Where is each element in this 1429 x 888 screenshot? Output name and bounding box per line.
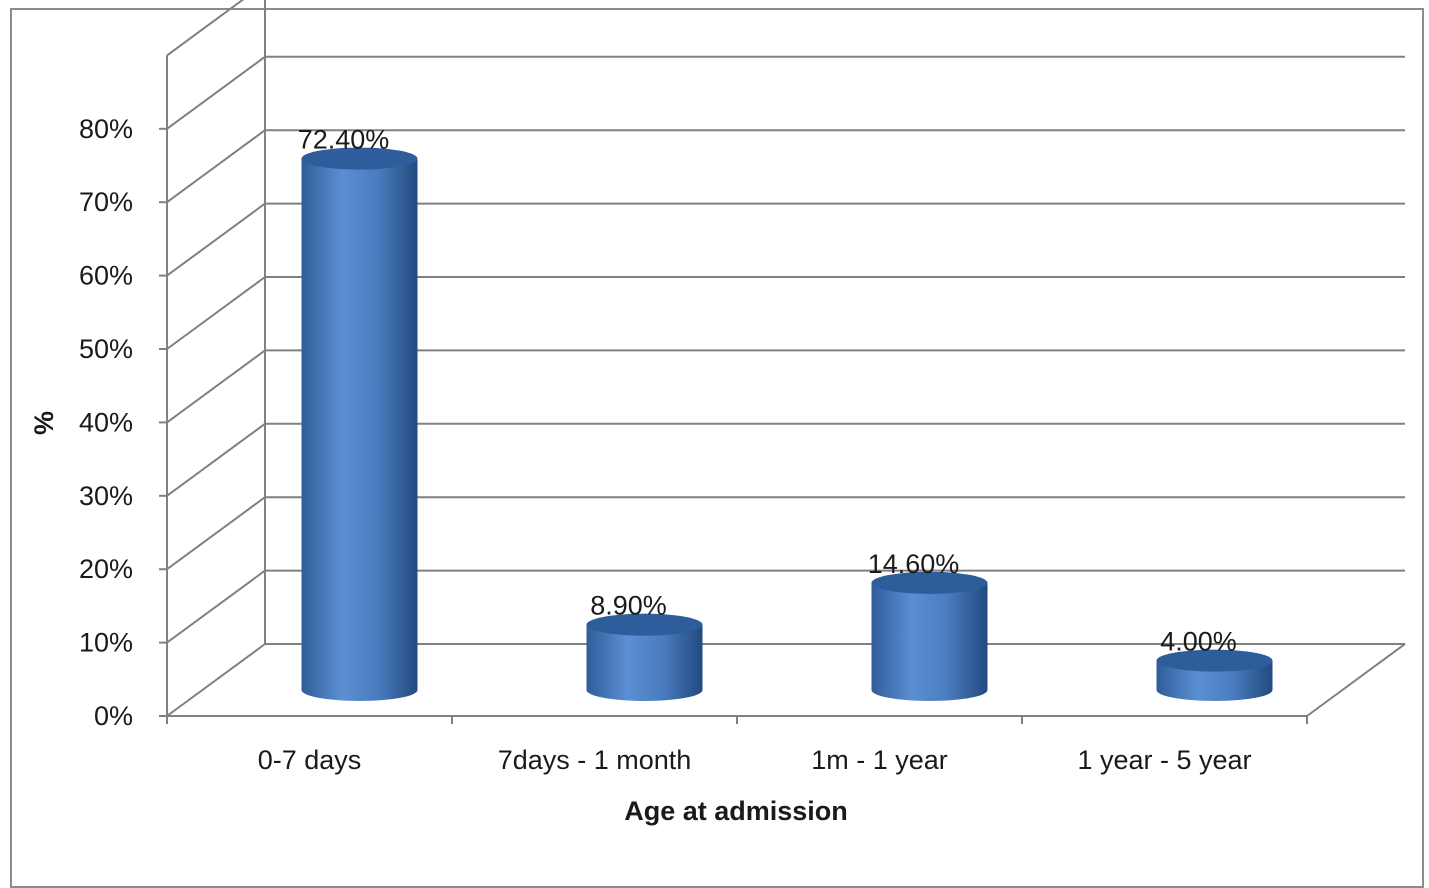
floor-edge [1306,643,1406,717]
y-tick-label: 50% [79,334,133,364]
bar-body [1156,660,1273,702]
bar-top [1156,649,1273,672]
bar-body [871,582,988,702]
y-axis-title: % [29,411,59,435]
bar-body [586,624,703,702]
gridlines [166,0,1406,717]
y-tick-label: 30% [79,481,133,511]
bar-body [301,158,418,702]
x-tick-label: 1 year - 5 year [1077,745,1251,775]
x-tick-label: 1m - 1 year [811,745,948,775]
bar-top [871,571,988,594]
data-label: 14.60% [868,549,960,579]
y-tick-label: 40% [79,407,133,437]
bar [301,147,418,702]
x-tick-label: 0-7 days [258,745,362,775]
labels: 0% 10% 20% 30% 40% 50% 60% 70% 80% 72.40% 0-7 days… [79,114,1252,775]
gridline-diagonal [166,276,266,350]
bars [301,147,1273,702]
y-tick-label: 0% [94,701,133,731]
bar [1156,649,1273,702]
y-tick-label: 60% [79,261,133,291]
bar-top [586,613,703,636]
bar [871,571,988,702]
bar [586,613,703,702]
gridline-diagonal [166,202,266,277]
axes [159,55,1308,724]
y-tick-label: 20% [79,554,133,584]
y-tick-label: 80% [79,114,133,144]
gridline-diagonal [166,349,266,424]
data-label: 4.00% [1160,627,1237,657]
gridline-diagonal [166,422,266,497]
gridline-diagonal [166,496,266,571]
y-tick-label: 70% [79,187,133,217]
data-label: 8.90% [590,591,667,621]
chart-frame [10,8,1424,888]
y-tick-label: 10% [79,628,133,658]
gridline-diagonal [166,55,266,130]
gridline-diagonal [166,569,266,644]
gridline-diagonal [166,129,266,204]
bar-top [301,147,418,170]
x-axis-title: Age at admission [624,796,848,826]
x-tick-label: 7days - 1 month [498,745,692,775]
gridline-diagonal [166,0,245,57]
gridline-diagonal [166,643,266,717]
data-label: 72.40% [298,125,390,155]
